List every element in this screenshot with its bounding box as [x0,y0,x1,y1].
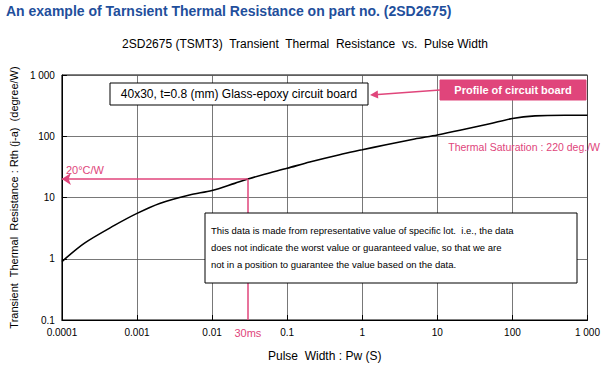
svg-text:Thermal Saturation : 220 deg./: Thermal Saturation : 220 deg./W [448,141,600,153]
svg-text:This data is made from represe: This data is made from representative va… [211,225,514,236]
svg-text:40x30, t=0.8 (mm) Glass-epoxy: 40x30, t=0.8 (mm) Glass-epoxy circuit bo… [121,87,357,101]
svg-text:0.01: 0.01 [202,327,222,338]
svg-text:10: 10 [432,327,444,338]
svg-text:An example of Tarnsient Therma: An example of Tarnsient Thermal Resistan… [6,3,452,19]
svg-text:0.001: 0.001 [124,327,149,338]
svg-text:1 000: 1 000 [30,70,55,81]
svg-text:Profile of circuit board: Profile of circuit board [454,84,571,96]
svg-text:20°C/W: 20°C/W [66,164,105,176]
svg-text:30ms: 30ms [234,327,261,339]
svg-text:2SD2675 (TSMT3) Transient Th: 2SD2675 (TSMT3) Transient Thermal Resist… [122,37,488,51]
svg-text:100: 100 [504,327,521,338]
svg-text:10: 10 [44,192,56,203]
svg-text:Pulse Width : Pw (S): Pulse Width : Pw (S) [268,349,381,363]
svg-text:Transient Thermal Resistance: Transient Thermal Resistance : Rth (j-a)… [8,66,20,328]
svg-text:1 000: 1 000 [575,327,600,338]
svg-text:1: 1 [359,327,365,338]
svg-text:does not indicate the worst va: does not indicate the worst value or gua… [211,242,501,253]
svg-text:0.1: 0.1 [280,327,294,338]
svg-text:1: 1 [49,253,55,264]
svg-text:100: 100 [38,131,55,142]
svg-text:0.1: 0.1 [41,315,55,326]
svg-text:0.0001: 0.0001 [47,327,78,338]
svg-text:not in a position to guarantee: not in a position to guarantee the value… [211,259,456,270]
